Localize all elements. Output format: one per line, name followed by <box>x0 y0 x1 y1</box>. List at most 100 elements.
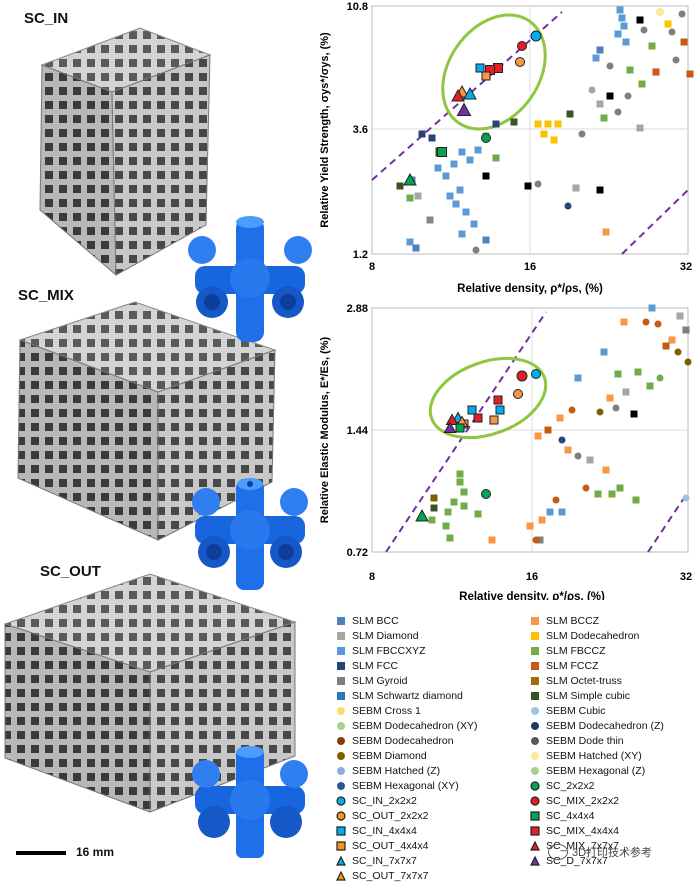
label-sc-in: SC_IN <box>24 10 69 27</box>
c1-xlabel: Relative density, ρ*/ρs, (%) <box>457 283 603 295</box>
data-point <box>446 534 454 542</box>
data-point <box>540 130 548 138</box>
legend-marker <box>531 692 539 700</box>
data-point <box>452 200 460 208</box>
data-point <box>481 489 491 499</box>
data-point <box>531 369 541 379</box>
c1-y-tick-2: 10.8 <box>347 1 368 13</box>
data-point <box>600 348 608 356</box>
data-point <box>489 415 499 425</box>
c2-ylabel: Relative Elastic Modulus, E*/Es, (%) <box>319 336 331 523</box>
legend-marker <box>337 782 345 790</box>
c2-x-tick-1: 16 <box>526 571 538 583</box>
data-point <box>482 172 490 180</box>
data-point <box>682 494 690 502</box>
c1-ylabel: Relative Yield Strength, σys*/σys, (%) <box>319 32 331 228</box>
data-point <box>558 508 566 516</box>
legend-label: SEBM Dode thin <box>546 735 624 747</box>
data-point <box>672 56 680 64</box>
data-point <box>612 404 620 412</box>
legend-label: SLM Dodecahedron <box>546 630 640 642</box>
data-point <box>443 421 457 433</box>
data-point <box>418 130 426 138</box>
data-point <box>544 120 552 128</box>
data-point <box>620 318 628 326</box>
data-point <box>640 26 648 34</box>
c2-points <box>415 304 692 544</box>
data-point <box>662 342 670 350</box>
legend-label: SLM FCCZ <box>546 660 599 672</box>
data-point <box>456 470 464 478</box>
data-point <box>620 22 628 30</box>
data-point <box>406 194 414 202</box>
legend-label: SLM Simple cubic <box>546 690 631 702</box>
data-point <box>656 374 664 382</box>
data-point <box>668 28 676 36</box>
legend-marker <box>531 767 539 775</box>
c2-bound-lower <box>647 491 689 553</box>
legend-label: SC_IN_7x7x7 <box>352 855 417 867</box>
data-point <box>446 192 454 200</box>
legend-label: SEBM Hexagonal (Z) <box>546 765 646 777</box>
c2-x-tick-2: 32 <box>680 571 692 583</box>
legend-marker <box>531 662 539 670</box>
data-point <box>467 405 477 415</box>
legend-label: SC_OUT_7x7x7 <box>352 870 429 882</box>
legend-marker <box>530 796 540 806</box>
legend-marker <box>531 737 539 745</box>
data-point <box>455 423 465 433</box>
data-point <box>654 320 662 328</box>
charts: 8 16 32 1.2 3.6 10.8 Relative density, ρ… <box>319 1 694 600</box>
data-point <box>642 318 650 326</box>
data-point <box>618 14 626 22</box>
data-point <box>403 172 417 186</box>
data-point <box>602 228 610 236</box>
data-point <box>544 426 552 434</box>
legend-label: SEBM Hatched (XY) <box>546 750 642 762</box>
lattice-figures <box>3 27 312 858</box>
data-point <box>516 370 528 382</box>
data-point <box>606 62 614 70</box>
data-point <box>428 516 436 524</box>
legend-label: SEBM Dodecahedron (XY) <box>352 720 478 732</box>
data-point <box>648 304 656 312</box>
legend-label: SLM FBCCZ <box>546 645 606 657</box>
legend-marker <box>531 722 539 730</box>
data-point <box>684 358 692 366</box>
data-point <box>396 182 404 190</box>
data-point <box>592 54 600 62</box>
legend-label: SEBM Cross 1 <box>352 705 421 717</box>
data-point <box>513 389 523 399</box>
legend-label: SEBM Dodecahedron (Z) <box>546 720 664 732</box>
legend-marker <box>531 752 539 760</box>
data-point <box>530 30 542 42</box>
data-point <box>614 108 622 116</box>
data-point <box>652 68 660 76</box>
data-point <box>495 405 505 415</box>
sc-mix-unit-cell <box>192 478 308 590</box>
data-point <box>572 184 580 192</box>
data-point <box>474 146 482 154</box>
data-point <box>566 110 574 118</box>
legend-marker <box>531 647 539 655</box>
data-point <box>451 88 465 102</box>
legend-label: SLM BCC <box>352 615 399 627</box>
data-point <box>574 452 582 460</box>
data-point <box>517 41 527 51</box>
legend-marker <box>337 617 345 625</box>
data-point <box>550 136 558 144</box>
legend-marker <box>337 677 345 685</box>
legend-marker <box>337 722 345 730</box>
legend-marker <box>531 677 539 685</box>
c2-y-tick-2: 2.88 <box>347 303 368 315</box>
scale-bar-label: 16 mm <box>76 845 115 859</box>
data-point <box>442 172 450 180</box>
data-point <box>596 408 604 416</box>
data-point <box>646 382 654 390</box>
c1-y-tick-1: 3.6 <box>353 124 368 136</box>
data-point <box>463 86 477 100</box>
data-point <box>474 510 482 518</box>
legend-marker <box>530 856 540 866</box>
wechat-icon <box>548 844 568 860</box>
data-point <box>568 406 576 414</box>
